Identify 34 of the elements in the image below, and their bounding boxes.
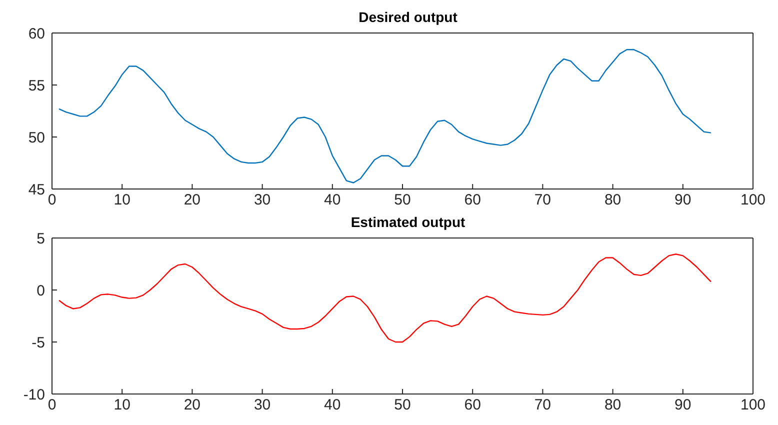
x-tick-label: 60 [464, 396, 481, 414]
x-tick-label: 90 [674, 192, 692, 209]
x-tick-label: 80 [604, 192, 622, 209]
line-series [58, 254, 712, 343]
x-tick-label: 30 [254, 396, 271, 414]
x-tick-label: 70 [534, 192, 552, 209]
y-tick-label: 55 [28, 77, 45, 94]
x-tick-label: 20 [184, 396, 201, 414]
chart-title: Estimated output [350, 213, 466, 231]
x-tick-label: 100 [740, 192, 766, 209]
x-tick-label: 40 [324, 396, 341, 414]
y-tick-label: 0 [36, 282, 45, 300]
x-tick-label: 10 [114, 192, 130, 209]
x-tick-label: 10 [114, 396, 130, 414]
x-tick-label: 100 [740, 396, 766, 414]
line-series [58, 49, 712, 184]
x-tick-label: 30 [254, 192, 271, 209]
x-tick-label: 50 [394, 396, 411, 414]
chart-title: Desired output [358, 8, 458, 26]
x-tick-label: 80 [604, 396, 622, 414]
x-tick-label: 40 [324, 192, 341, 209]
x-tick-label: 0 [48, 396, 56, 414]
x-tick-label: 0 [48, 192, 56, 209]
y-tick-label: 5 [36, 230, 45, 248]
x-tick-label: 70 [534, 396, 552, 414]
y-tick-label: 60 [28, 25, 45, 42]
y-tick-label: -10 [23, 386, 45, 404]
y-tick-label: 50 [28, 129, 45, 146]
x-tick-label: 60 [464, 192, 481, 209]
x-tick-label: 50 [394, 192, 411, 209]
y-tick-label: 45 [28, 181, 45, 198]
x-tick-label: 90 [674, 396, 692, 414]
x-tick-label: 20 [184, 192, 201, 209]
y-tick-label: -5 [32, 334, 45, 352]
